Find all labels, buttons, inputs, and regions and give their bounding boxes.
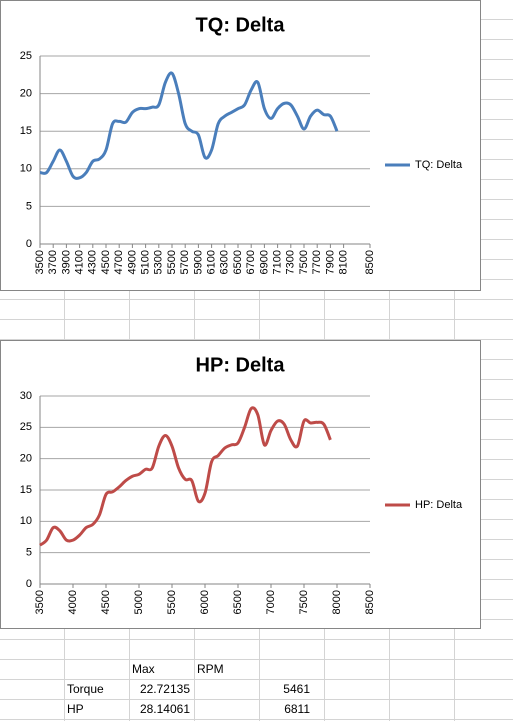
x-tick-label: 7900 <box>324 250 336 274</box>
y-tick-label: 30 <box>20 390 32 402</box>
x-tick-label: 6700 <box>245 250 257 274</box>
series-line <box>39 71 339 180</box>
x-tick-label: 5000 <box>133 590 145 614</box>
chart-title: HP: Delta <box>196 354 286 376</box>
x-tick-label: 7300 <box>285 250 297 274</box>
x-tick-label: 4300 <box>87 250 99 274</box>
y-tick-label: 5 <box>26 200 32 212</box>
x-tick-label: 8500 <box>364 250 376 274</box>
x-tick-label: 8100 <box>338 250 350 274</box>
x-tick-label: 4100 <box>74 250 86 274</box>
x-tick-label: 5100 <box>140 250 152 274</box>
x-tick-label: 8000 <box>331 590 343 614</box>
chart-area <box>0 340 481 629</box>
x-tick-label: 6300 <box>219 250 231 274</box>
x-tick-label: 5900 <box>192 250 204 274</box>
x-tick-label: 6500 <box>232 250 244 274</box>
x-tick-label: 6100 <box>206 250 218 274</box>
y-tick-label: 15 <box>20 125 32 137</box>
x-tick-label: 4700 <box>113 250 125 274</box>
y-tick-label: 0 <box>26 238 32 250</box>
x-tick-label: 5300 <box>153 250 165 274</box>
x-tick-label: 7000 <box>265 590 277 614</box>
chart-title: TQ: Delta <box>196 14 286 36</box>
x-tick-label: 4000 <box>67 590 79 614</box>
y-tick-label: 10 <box>20 163 32 175</box>
x-tick-label: 3500 <box>34 250 46 274</box>
table-header: RPM <box>197 662 224 676</box>
y-tick-label: 25 <box>20 421 32 433</box>
series-line <box>39 406 332 547</box>
x-tick-label: 5700 <box>179 250 191 274</box>
x-tick-label: 4900 <box>126 250 138 274</box>
y-tick-label: 5 <box>26 547 32 559</box>
x-tick-label: 6900 <box>258 250 270 274</box>
table-cell: 6811 <box>284 702 310 716</box>
x-tick-label: 7500 <box>298 590 310 614</box>
y-tick-label: 10 <box>20 515 32 527</box>
x-tick-label: 6500 <box>232 590 244 614</box>
legend-label: HP: Delta <box>415 499 463 511</box>
x-tick-label: 7500 <box>298 250 310 274</box>
table-row-label: Torque <box>67 682 104 696</box>
y-tick-label: 0 <box>26 578 32 590</box>
table-cell: 5461 <box>283 682 310 696</box>
table-cell: 22.72135 <box>140 682 190 696</box>
y-tick-label: 25 <box>20 50 32 62</box>
table-cell: 28.14061 <box>140 702 190 716</box>
table-row-label: HP <box>67 702 84 716</box>
y-tick-label: 20 <box>20 453 32 465</box>
x-tick-label: 3700 <box>47 250 59 274</box>
x-tick-label: 4500 <box>100 590 112 614</box>
x-tick-label: 3500 <box>34 590 46 614</box>
x-tick-label: 7100 <box>272 250 284 274</box>
x-tick-label: 3900 <box>60 250 72 274</box>
table-header: Max <box>132 662 155 676</box>
x-tick-label: 8500 <box>364 590 376 614</box>
x-tick-label: 4500 <box>100 250 112 274</box>
x-tick-label: 5500 <box>166 250 178 274</box>
x-tick-label: 6000 <box>199 590 211 614</box>
x-tick-label: 5500 <box>166 590 178 614</box>
y-tick-label: 15 <box>20 484 32 496</box>
chart-area <box>0 0 481 291</box>
y-tick-label: 20 <box>20 88 32 100</box>
legend-label: TQ: Delta <box>415 159 463 171</box>
x-tick-label: 7700 <box>311 250 323 274</box>
